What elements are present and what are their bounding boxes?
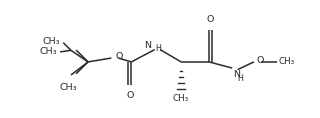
Text: N: N (145, 41, 152, 50)
Text: CH₃: CH₃ (59, 83, 77, 92)
Text: H: H (156, 44, 161, 53)
Text: O: O (207, 15, 214, 24)
Text: CH₃: CH₃ (173, 94, 189, 103)
Text: CH₃: CH₃ (43, 37, 60, 46)
Text: O: O (256, 56, 264, 65)
Text: N: N (233, 70, 240, 79)
Text: CH₃: CH₃ (40, 47, 57, 56)
Text: O: O (115, 52, 123, 61)
Text: H: H (237, 74, 243, 83)
Text: CH₃: CH₃ (279, 57, 295, 66)
Text: O: O (126, 91, 133, 100)
